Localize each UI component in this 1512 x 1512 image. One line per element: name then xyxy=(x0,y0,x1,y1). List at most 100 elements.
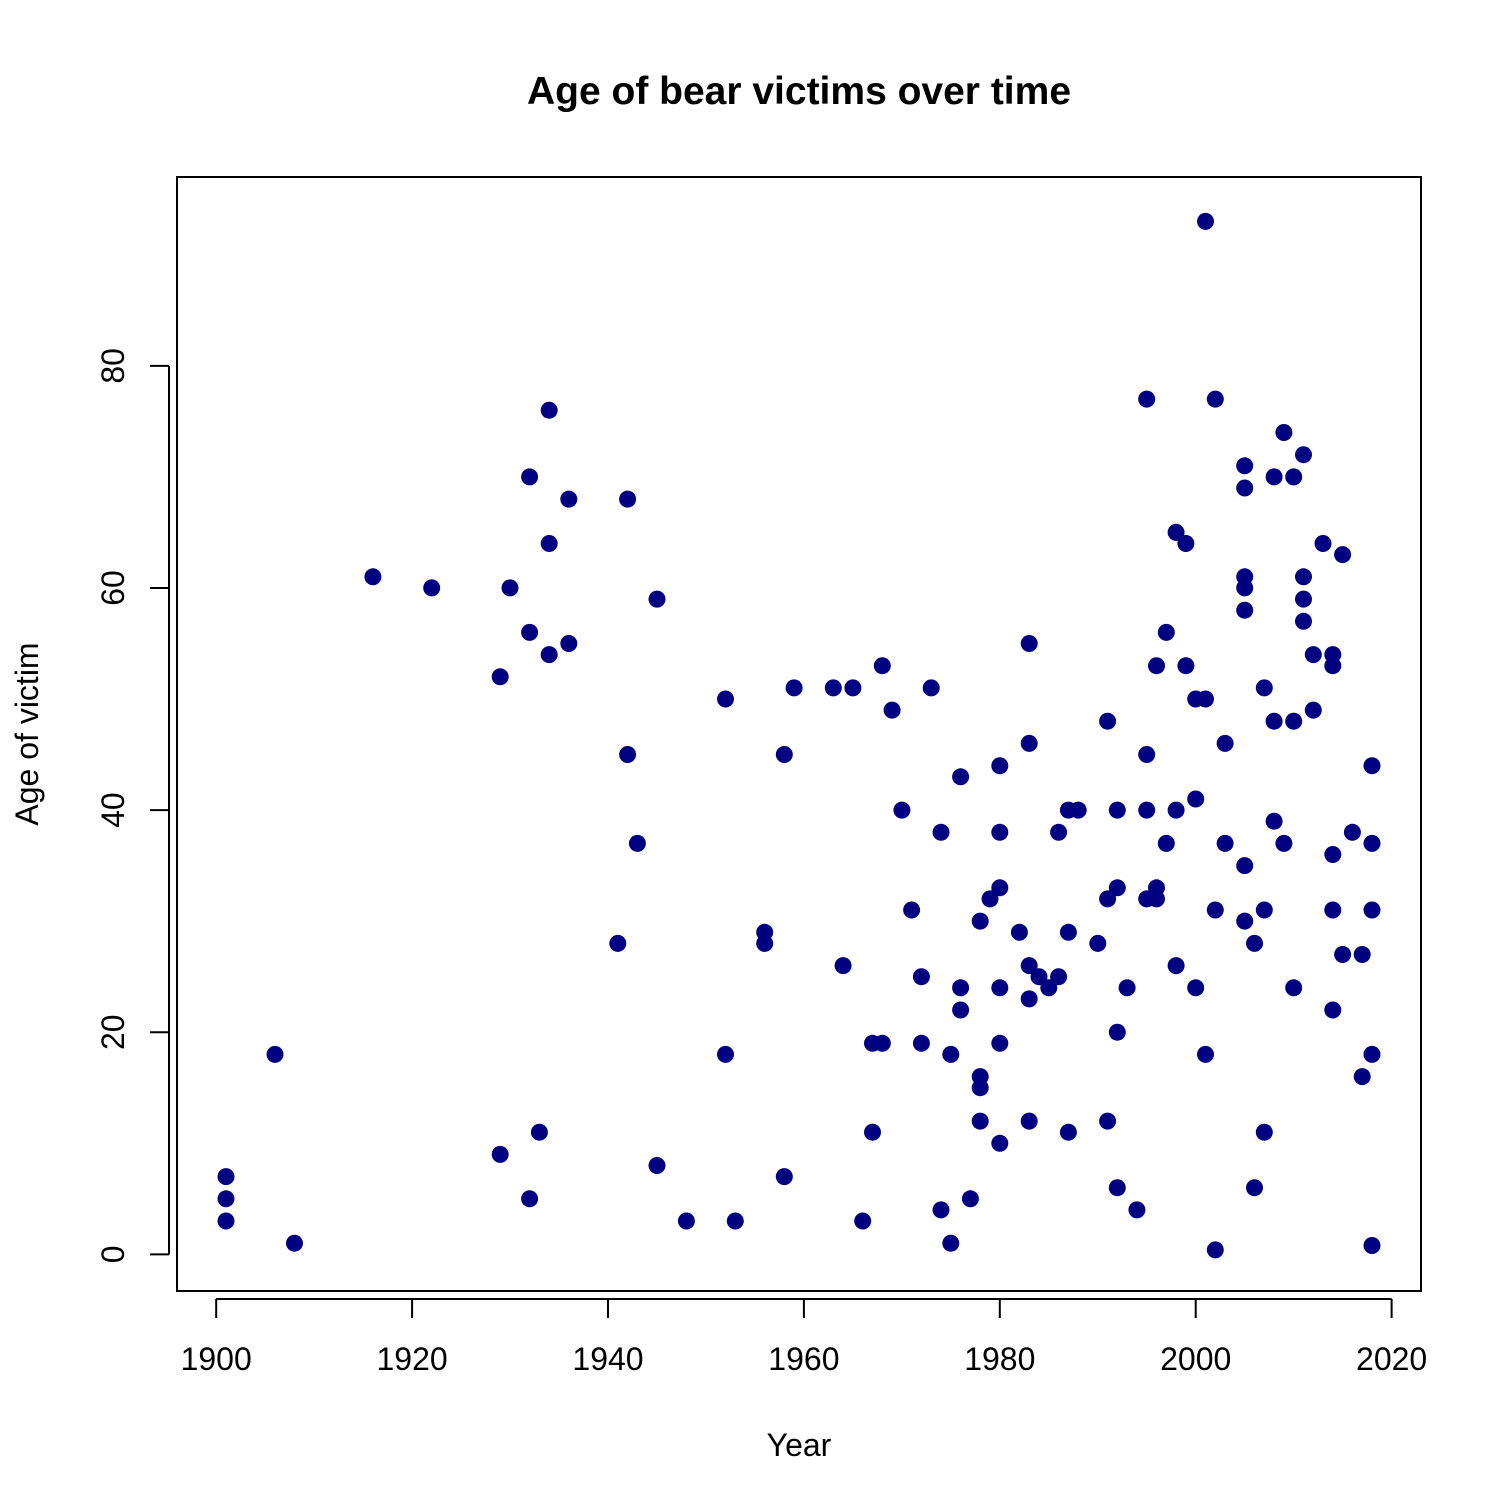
data-point xyxy=(1020,635,1038,652)
data-point xyxy=(1050,823,1068,841)
data-point xyxy=(1304,646,1322,664)
data-point xyxy=(1285,468,1303,486)
data-point xyxy=(991,1134,1009,1152)
data-point xyxy=(1236,579,1254,597)
data-point xyxy=(530,1123,548,1141)
data-point xyxy=(912,968,930,986)
x-tick-label: 2000 xyxy=(1160,1341,1231,1377)
data-point xyxy=(864,1123,881,1141)
data-point xyxy=(1197,690,1214,708)
data-point xyxy=(540,401,558,419)
data-point xyxy=(1177,657,1195,675)
data-point xyxy=(1255,679,1273,697)
data-point xyxy=(1099,712,1117,730)
x-tick-label: 1900 xyxy=(181,1341,252,1377)
data-point xyxy=(717,1045,734,1063)
y-axis: 0 20 40 60 80 xyxy=(95,348,170,1263)
plot-frame xyxy=(176,176,1422,1292)
data-point xyxy=(1363,834,1381,852)
data-point xyxy=(1343,823,1361,841)
data-point xyxy=(991,1034,1009,1052)
data-point xyxy=(1265,712,1283,730)
data-point xyxy=(1324,1001,1342,1019)
data-point xyxy=(952,768,970,786)
data-point xyxy=(1334,946,1352,963)
data-point xyxy=(1285,712,1303,730)
data-point xyxy=(883,701,901,719)
data-point xyxy=(775,1168,793,1186)
data-point xyxy=(1304,701,1322,719)
x-tick-label: 1940 xyxy=(572,1341,643,1377)
data-point xyxy=(1069,801,1087,819)
data-point xyxy=(648,1157,666,1174)
y-tick-label: 40 xyxy=(95,792,131,828)
data-point xyxy=(560,635,578,652)
data-point xyxy=(1295,612,1312,630)
data-point xyxy=(619,746,637,763)
data-point xyxy=(942,1045,960,1063)
data-point xyxy=(1324,846,1342,863)
data-point xyxy=(1324,901,1342,919)
data-point xyxy=(364,568,382,586)
x-tick-label: 1960 xyxy=(768,1341,839,1377)
data-point xyxy=(1050,968,1068,986)
data-point xyxy=(1197,1045,1214,1063)
data-point xyxy=(1138,801,1156,819)
data-point xyxy=(893,801,911,819)
data-point xyxy=(834,957,852,975)
data-point xyxy=(1010,923,1028,941)
y-tick-label: 60 xyxy=(95,570,131,606)
data-point xyxy=(1216,734,1234,752)
data-point xyxy=(971,1112,989,1130)
data-point xyxy=(628,834,646,852)
data-point xyxy=(1363,901,1381,919)
data-point xyxy=(1275,424,1293,441)
data-point xyxy=(266,1045,284,1063)
data-point xyxy=(1236,857,1254,875)
data-point xyxy=(775,746,793,763)
y-tick-label: 20 xyxy=(95,1014,131,1050)
x-axis-label: Year xyxy=(767,1427,832,1463)
data-point xyxy=(521,623,539,641)
data-point xyxy=(1206,390,1224,408)
data-point xyxy=(971,912,989,930)
data-point xyxy=(1089,934,1107,952)
data-point xyxy=(540,646,558,664)
data-point xyxy=(1040,979,1058,997)
data-point xyxy=(873,657,891,675)
data-point xyxy=(952,1001,970,1019)
data-point xyxy=(1108,1179,1126,1197)
data-point xyxy=(1334,546,1352,564)
data-point xyxy=(1020,990,1038,1008)
data-point xyxy=(971,1079,989,1097)
data-point xyxy=(1246,934,1263,952)
y-tick-label: 80 xyxy=(95,348,131,384)
data-point xyxy=(1363,1045,1381,1063)
data-point xyxy=(1148,890,1165,908)
data-point xyxy=(1148,657,1165,675)
data-point xyxy=(756,934,774,952)
data-point xyxy=(1206,1241,1224,1259)
data-point xyxy=(1167,801,1185,819)
data-point xyxy=(1275,834,1293,852)
data-point xyxy=(991,823,1009,841)
x-tick-label: 2020 xyxy=(1356,1341,1427,1377)
data-point xyxy=(873,1034,891,1052)
data-point xyxy=(1197,212,1214,230)
data-point xyxy=(521,468,539,486)
data-point xyxy=(1353,946,1371,963)
data-point xyxy=(932,823,950,841)
data-point xyxy=(1265,468,1283,486)
data-point xyxy=(1324,657,1342,675)
data-point xyxy=(1108,879,1126,897)
data-point xyxy=(912,1034,930,1052)
data-point xyxy=(1099,890,1117,908)
data-point xyxy=(1128,1201,1146,1219)
data-point xyxy=(1108,801,1126,819)
data-point xyxy=(824,679,842,697)
data-point xyxy=(217,1190,235,1208)
data-point xyxy=(609,934,627,952)
data-point xyxy=(932,1201,950,1219)
x-tick-label: 1980 xyxy=(964,1341,1035,1377)
